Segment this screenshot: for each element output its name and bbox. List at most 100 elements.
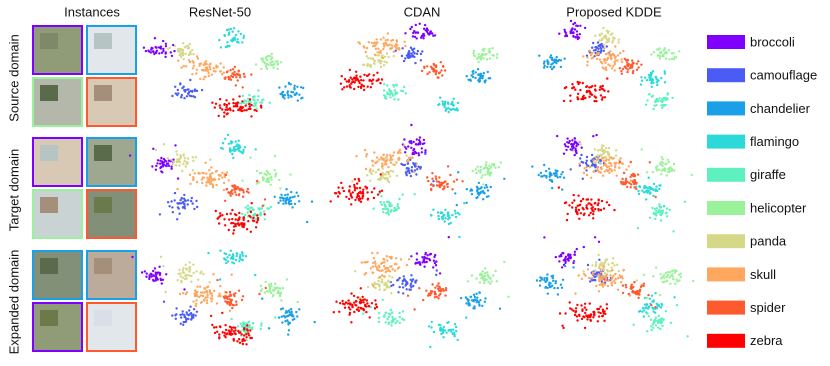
feature-point <box>193 65 195 67</box>
feature-point <box>383 201 385 203</box>
feature-point <box>214 332 216 334</box>
feature-point <box>163 301 165 303</box>
feature-point <box>477 170 479 172</box>
feature-point <box>594 156 596 158</box>
feature-point <box>586 315 588 317</box>
feature-point <box>574 251 576 253</box>
feature-point <box>175 164 177 166</box>
feature-point <box>447 186 449 188</box>
feature-point <box>538 55 540 57</box>
feature-point <box>574 311 576 313</box>
feature-point <box>278 316 280 318</box>
feature-point <box>214 179 216 181</box>
feature-point <box>353 302 355 304</box>
feature-point <box>639 289 641 291</box>
feature-point <box>182 54 184 56</box>
feature-point <box>430 326 432 328</box>
feature-point <box>224 35 226 37</box>
feature-point <box>311 200 313 202</box>
feature-point <box>347 299 349 301</box>
feature-point <box>648 177 650 179</box>
feature-point <box>367 57 369 59</box>
feature-point <box>370 64 372 66</box>
feature-point <box>306 221 308 223</box>
feature-point <box>355 71 357 73</box>
feature-point <box>298 200 300 202</box>
feature-point <box>265 65 267 67</box>
feature-point <box>226 296 228 298</box>
feature-point <box>604 283 606 285</box>
feature-point <box>480 186 482 188</box>
feature-point <box>664 72 666 74</box>
feature-point <box>593 279 595 281</box>
feature-point <box>623 172 625 174</box>
feature-point <box>249 329 251 331</box>
feature-point <box>659 57 661 59</box>
feature-point <box>445 110 447 112</box>
feature-point <box>192 95 194 97</box>
feature-point <box>435 175 437 177</box>
feature-point <box>465 296 467 298</box>
feature-point <box>652 70 654 72</box>
feature-point <box>167 48 169 50</box>
feature-point <box>286 197 288 199</box>
feature-point <box>552 275 554 277</box>
feature-point <box>619 52 621 54</box>
feature-point <box>185 318 187 320</box>
feature-point <box>241 333 243 335</box>
feature-point <box>443 214 445 216</box>
feature-point <box>604 163 606 165</box>
feature-point <box>407 295 409 297</box>
feature-point <box>162 40 164 42</box>
feature-point <box>400 258 402 260</box>
feature-point <box>669 171 671 173</box>
feature-point <box>670 275 672 277</box>
feature-point <box>500 161 502 163</box>
feature-point <box>198 172 200 174</box>
feature-point <box>238 140 240 142</box>
feature-point <box>186 268 188 270</box>
feature-point <box>678 50 680 52</box>
feature-point <box>603 278 605 280</box>
feature-point <box>423 66 425 68</box>
feature-point <box>577 98 579 100</box>
feature-point <box>637 60 639 62</box>
feature-point <box>258 293 260 295</box>
feature-point <box>480 177 482 179</box>
feature-point <box>396 175 398 177</box>
feature-point <box>287 193 289 195</box>
feature-point <box>569 100 571 102</box>
feature-point <box>241 213 243 215</box>
feature-point <box>390 170 392 172</box>
feature-point <box>243 334 245 336</box>
feature-point <box>191 73 193 75</box>
feature-point <box>419 136 421 138</box>
feature-point <box>662 158 664 160</box>
feature-point <box>605 35 607 37</box>
feature-point <box>383 265 385 267</box>
feature-point <box>564 260 566 262</box>
feature-point <box>484 53 486 55</box>
feature-point <box>248 94 250 96</box>
feature-point <box>499 308 501 310</box>
feature-point <box>392 170 394 172</box>
feature-point <box>394 270 396 272</box>
feature-point <box>419 23 421 25</box>
feature-point <box>592 210 594 212</box>
feature-point <box>238 193 240 195</box>
feature-point <box>381 54 383 56</box>
feature-point <box>659 211 661 213</box>
feature-point <box>375 48 377 50</box>
feature-point <box>412 35 414 37</box>
feature-point <box>453 335 455 337</box>
feature-point <box>380 38 382 40</box>
feature-point <box>428 33 430 35</box>
feature-point <box>199 286 201 288</box>
feature-point <box>413 171 415 173</box>
feature-point <box>218 216 220 218</box>
feature-point <box>601 200 603 202</box>
feature-point <box>357 296 359 298</box>
feature-point <box>367 86 369 88</box>
feature-point <box>386 84 388 86</box>
feature-point <box>577 93 579 95</box>
